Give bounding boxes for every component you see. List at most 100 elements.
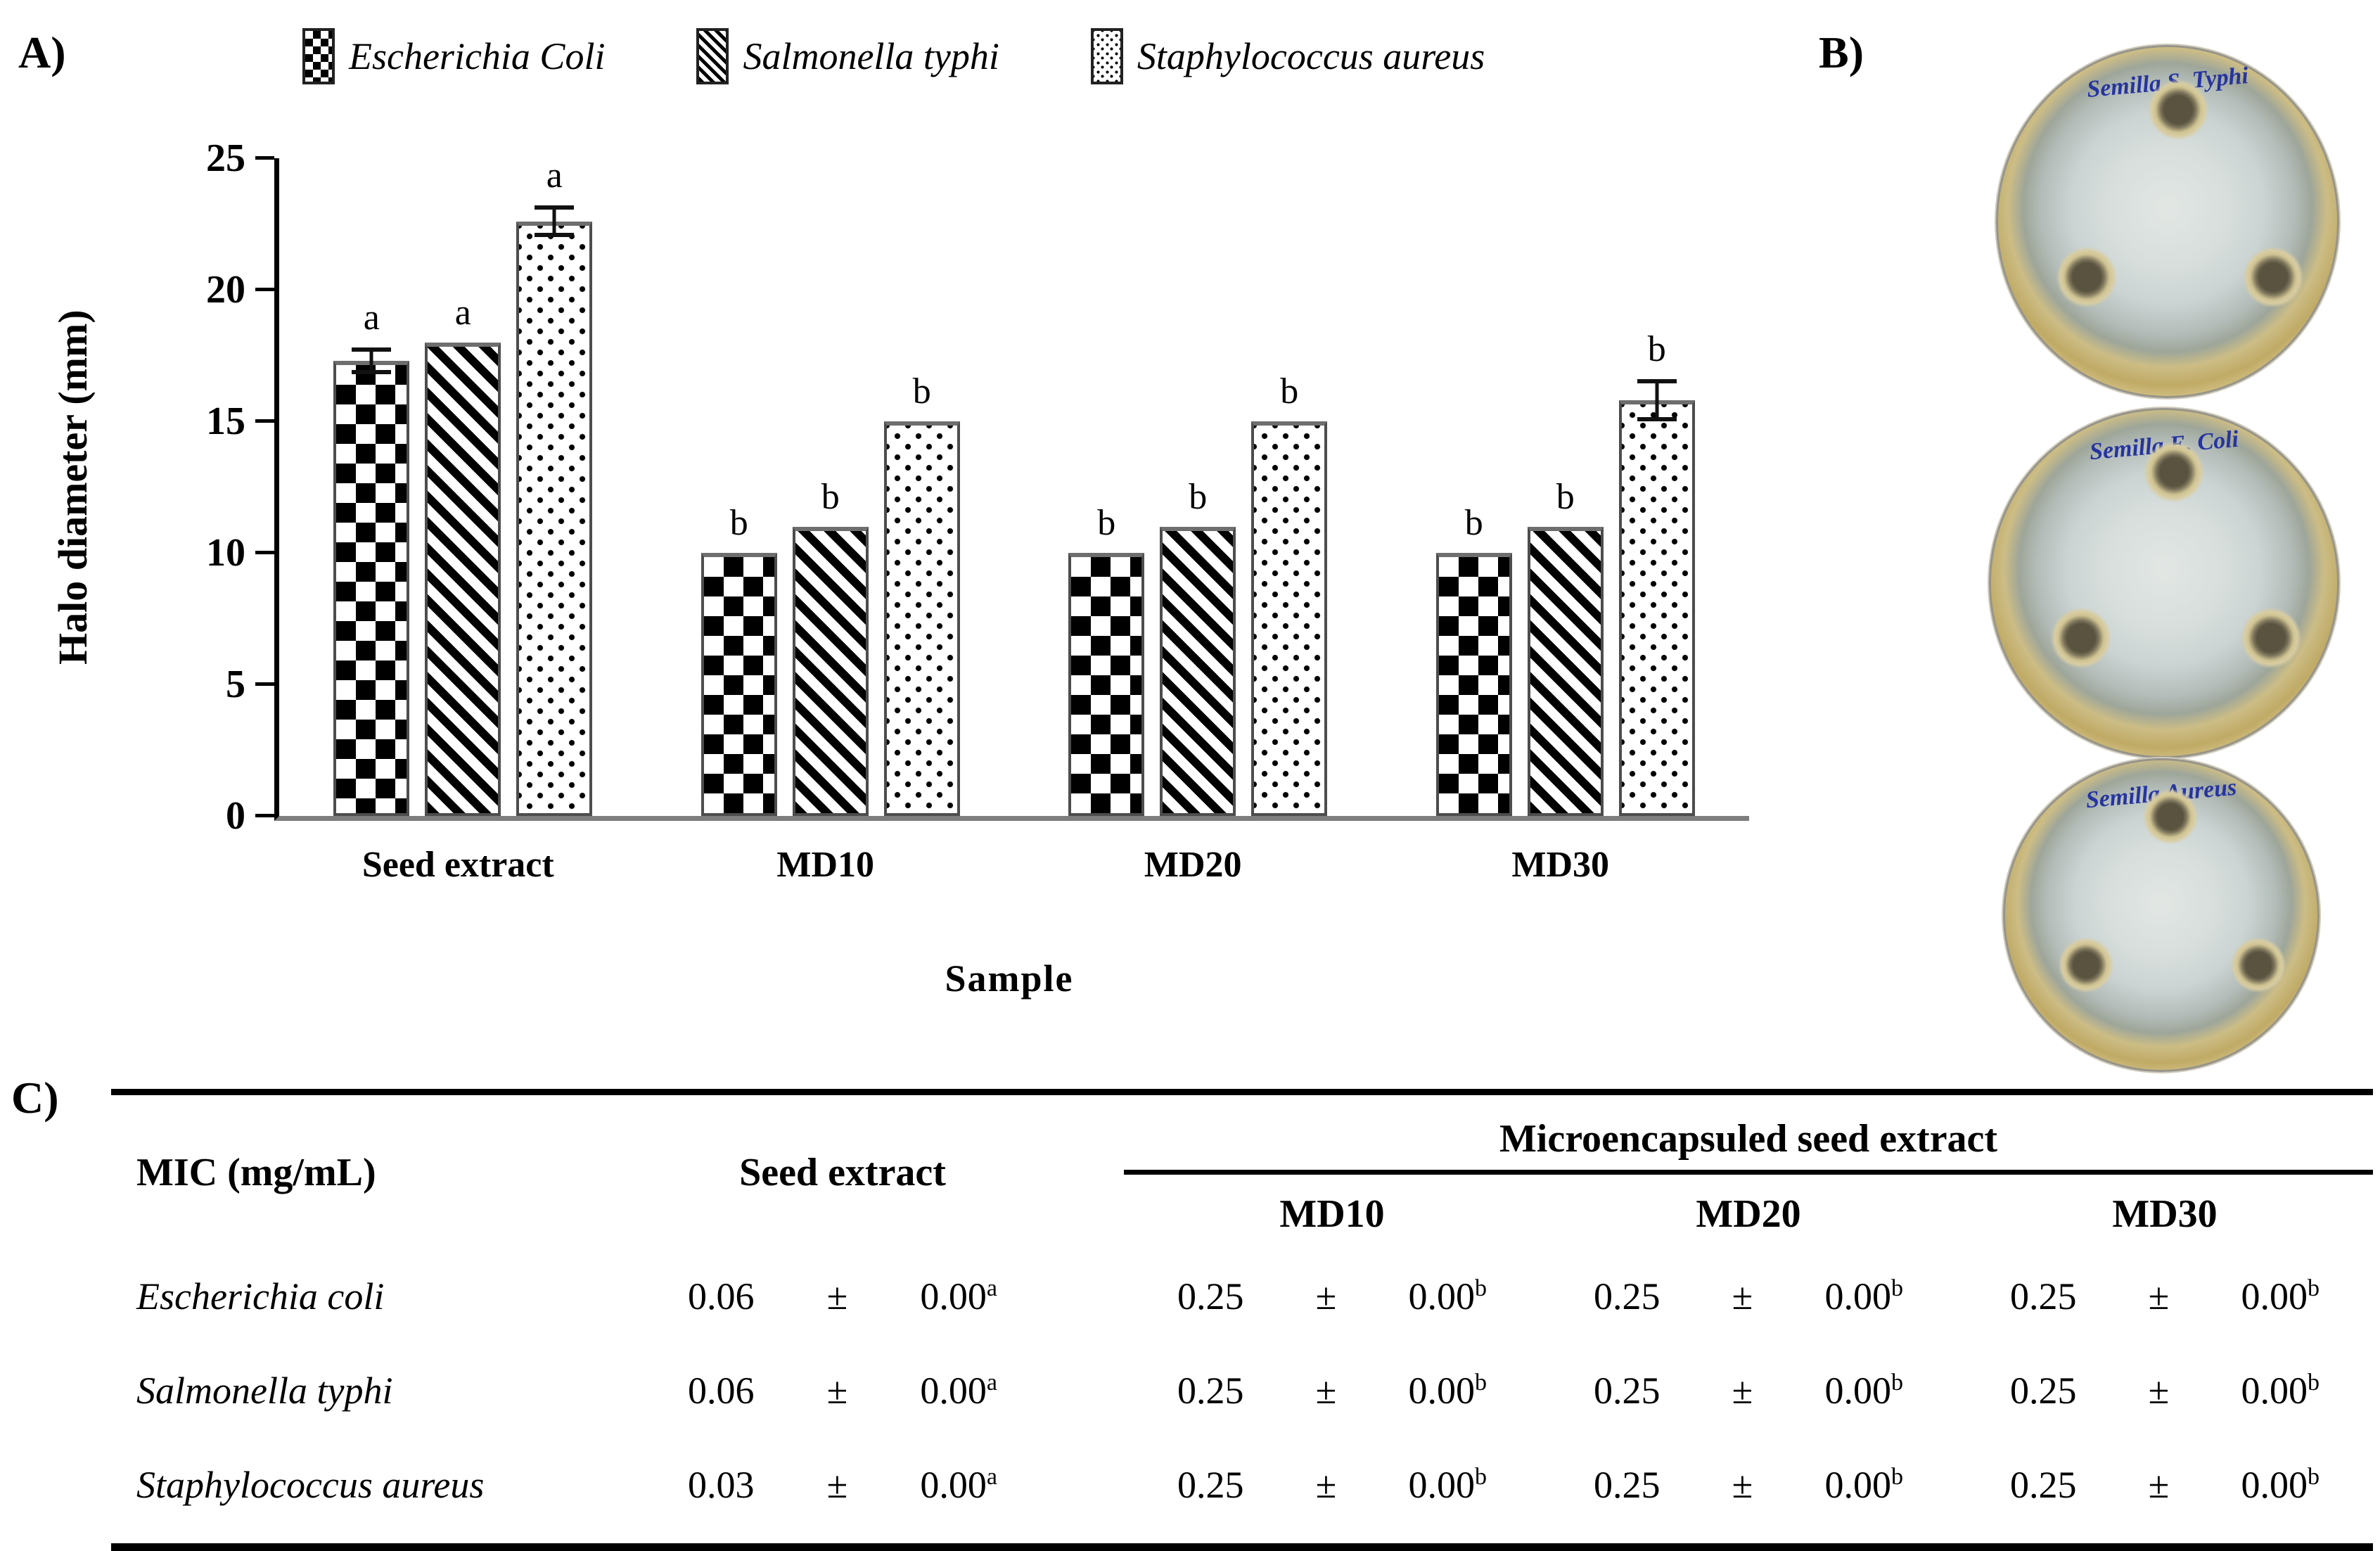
y-axis-tick xyxy=(255,551,274,554)
table-row-staphylococcus-aureus: Staphylococcus aureus 0.03 ±0.00a 0.25 ±0.00… xyxy=(111,1438,2373,1532)
bar-slot: b xyxy=(1435,158,1512,816)
y-axis-tick xyxy=(255,814,274,817)
chart-legend: Escherichia Coli Salmonella typhi Staphy… xyxy=(302,28,1485,84)
x-tick-label-seed-extract: Seed extract xyxy=(362,845,554,885)
table-body: Escherichia coli 0.06 ±0.00a 0.25 ±0.00b 0.25… xyxy=(111,1249,2373,1532)
bar-slot: b xyxy=(1251,158,1328,816)
agar-well-icon xyxy=(2058,936,2115,993)
significance-letter: b xyxy=(1189,476,1208,517)
agar-well-icon xyxy=(2242,245,2305,308)
mic-value-cell: 0.25 ±0.00b xyxy=(1124,1369,1540,1412)
mic-sd-with-superscript: 0.00b xyxy=(1408,1464,1487,1506)
x-axis-title: Sample xyxy=(945,957,1074,1000)
mic-mean: 0.03 xyxy=(688,1464,755,1506)
plus-minus-sign: ± xyxy=(2148,1275,2170,1317)
mic-value: 0.25 ±0.00b xyxy=(1594,1369,1903,1412)
mic-table: MIC (mg/mL) Seed extract Microencapsuled… xyxy=(111,1089,2373,1551)
significance-letter: a xyxy=(546,155,563,196)
mic-mean: 0.25 xyxy=(1594,1370,1661,1412)
bar-staphylococcus-aureus-md10 xyxy=(883,421,960,816)
significance-letter: b xyxy=(1647,329,1666,370)
significance-superscript: b xyxy=(1474,1370,1487,1396)
petri-dish-e-coli: Semilla E. Coli xyxy=(1989,408,2339,758)
mic-mean: 0.06 xyxy=(688,1370,755,1412)
table-row-salmonella-typhi: Salmonella typhi 0.06 ±0.00a 0.25 ±0.00b 0.25… xyxy=(111,1343,2373,1438)
table-row-escherichia-coli: Escherichia coli 0.06 ±0.00a 0.25 ±0.00b 0.25… xyxy=(111,1249,2373,1343)
mic-value: 0.25 ±0.00b xyxy=(1594,1275,1903,1318)
significance-superscript: a xyxy=(986,1370,997,1396)
bar-slot: b xyxy=(1068,158,1145,816)
significance-letter: b xyxy=(1280,371,1299,411)
agar-well-icon xyxy=(2055,245,2118,308)
error-bar-cap xyxy=(1637,379,1677,384)
agar-well-icon xyxy=(2240,607,2303,670)
mic-value: 0.03 ±0.00a xyxy=(688,1463,997,1507)
plus-minus-sign: ± xyxy=(1732,1275,1753,1317)
bar-salmonella-typhi-md30 xyxy=(1527,526,1604,816)
significance-superscript: b xyxy=(1474,1464,1487,1490)
significance-superscript: b xyxy=(1890,1464,1903,1490)
mic-value: 0.25 ±0.00b xyxy=(2010,1369,2320,1412)
mic-mean: 0.25 xyxy=(1177,1275,1244,1317)
mic-value-cell: 0.25 ±0.00b xyxy=(1957,1463,2373,1507)
mic-value-cell: 0.03 ±0.00a xyxy=(561,1463,1124,1507)
md10-column-header: MD10 xyxy=(1279,1192,1385,1236)
mic-value: 0.25 ±0.00b xyxy=(2010,1275,2320,1318)
plus-minus-sign: ± xyxy=(1315,1275,1337,1317)
mic-value-cell: 0.06 ±0.00a xyxy=(561,1369,1124,1412)
diamond-pattern-swatch-icon xyxy=(302,28,335,84)
plus-minus-sign: ± xyxy=(2148,1370,2170,1412)
legend-label-escherichia-coli: Escherichia Coli xyxy=(349,35,606,77)
y-axis-tick xyxy=(255,156,274,160)
y-tick-label: 10 xyxy=(206,531,245,575)
mic-value-cell: 0.25 ±0.00b xyxy=(1540,1369,1957,1412)
bar-staphylococcus-aureus-md20 xyxy=(1251,421,1328,816)
bar-slot: b xyxy=(700,158,777,816)
error-bar-line xyxy=(369,347,373,374)
dots-pattern-swatch-icon xyxy=(1090,28,1123,84)
bar-slot: b xyxy=(1527,158,1604,816)
significance-letter: a xyxy=(454,292,471,333)
mic-mean: 0.25 xyxy=(2010,1464,2077,1506)
mic-mean: 0.25 xyxy=(1177,1370,1244,1412)
mic-value-cell: 0.25 ±0.00b xyxy=(1124,1463,1540,1507)
mic-sd-with-superscript: 0.00a xyxy=(920,1464,997,1506)
bar-escherichia-coli-md10 xyxy=(700,553,777,816)
mic-mean: 0.25 xyxy=(1177,1464,1244,1506)
significance-letter: b xyxy=(1464,503,1483,543)
significance-superscript: b xyxy=(1890,1275,1903,1301)
y-tick-label: 25 xyxy=(206,136,245,180)
significance-superscript: b xyxy=(1890,1370,1903,1396)
mic-sd-with-superscript: 0.00b xyxy=(2241,1464,2320,1506)
seed-extract-column-header: Seed extract xyxy=(739,1150,946,1194)
md30-column-header: MD30 xyxy=(2112,1192,2218,1236)
md20-column-header: MD20 xyxy=(1696,1192,1801,1236)
legend-item-salmonella-typhi: Salmonella typhi xyxy=(696,28,999,84)
bar-group-md20: b b b xyxy=(1014,158,1382,816)
significance-superscript: b xyxy=(2307,1275,2320,1301)
mic-units-header: MIC (mg/mL) xyxy=(136,1150,376,1194)
y-axis-tick xyxy=(255,682,274,686)
error-bar xyxy=(352,347,392,374)
significance-superscript: b xyxy=(2307,1370,2320,1396)
bar-salmonella-typhi-md20 xyxy=(1160,526,1236,816)
mic-value-cell: 0.25 ±0.00b xyxy=(1540,1463,1957,1507)
bar-slot: a xyxy=(516,155,593,816)
mic-value-cell: 0.25 ±0.00b xyxy=(1540,1275,1957,1318)
bar-staphylococcus-aureus-seed-extract xyxy=(516,221,593,816)
mic-mean: 0.25 xyxy=(2010,1275,2077,1317)
mic-value: 0.06 ±0.00a xyxy=(688,1275,997,1318)
y-axis-tick xyxy=(255,419,274,423)
bar-slot: a xyxy=(333,158,410,816)
mic-sd-with-superscript: 0.00b xyxy=(1408,1370,1487,1412)
significance-letter: b xyxy=(729,503,748,543)
mic-mean: 0.25 xyxy=(1594,1275,1661,1317)
bar-escherichia-coli-md20 xyxy=(1068,553,1145,816)
petri-dish-s-typhi: Semilla S. Typhi xyxy=(1996,45,2339,398)
plot-area: a a a b b b b b b b b b 0 5 10 15 20 25 xyxy=(206,139,1750,836)
organism-name: Staphylococcus aureus xyxy=(136,1464,485,1506)
petri-dish-aureus: Semilla Aureus xyxy=(2003,758,2320,1072)
significance-letter: a xyxy=(363,298,380,338)
mic-sd-with-superscript: 0.00a xyxy=(920,1370,997,1412)
bar-group-md30: b b b xyxy=(1382,158,1750,816)
